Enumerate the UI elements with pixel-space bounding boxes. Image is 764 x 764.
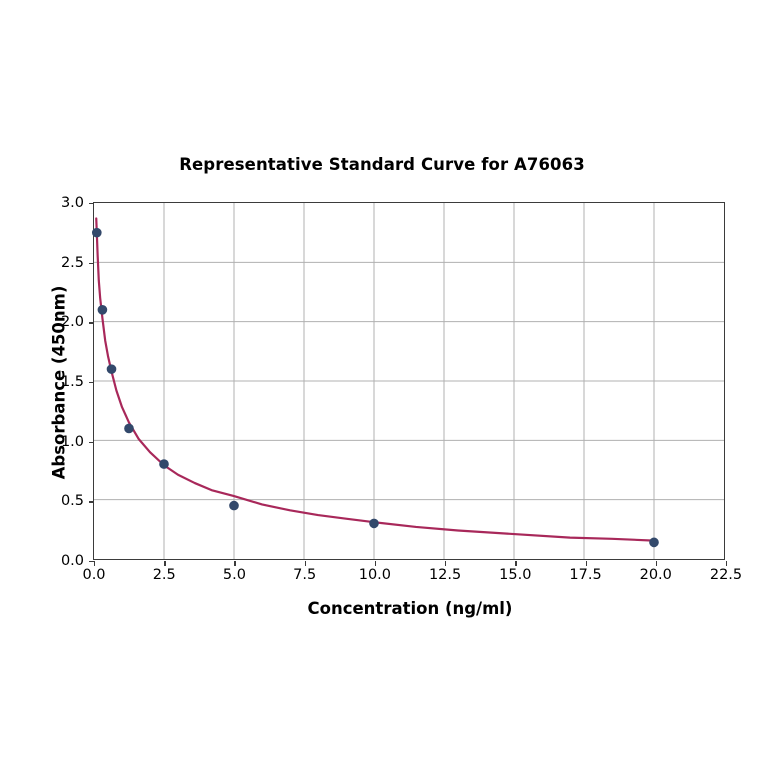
x-tick-mark xyxy=(445,561,447,566)
x-tick-mark xyxy=(655,561,658,566)
x-tick-label: 17.5 xyxy=(569,567,602,583)
y-tick-mark xyxy=(89,203,94,205)
y-tick-label: 1.0 xyxy=(60,433,84,450)
x-tick-mark xyxy=(585,561,587,566)
y-tick-label: 2.5 xyxy=(60,254,84,271)
chart-title: Representative Standard Curve for A76063 xyxy=(179,155,585,174)
y-tick-mark xyxy=(89,561,94,563)
y-tick-label: 3.0 xyxy=(60,195,84,211)
y-tick-label: 0.0 xyxy=(60,553,84,569)
x-tick-mark xyxy=(374,561,377,566)
x-tick-mark xyxy=(94,561,96,566)
x-tick-label: 15.0 xyxy=(499,567,532,583)
x-tick-mark xyxy=(164,561,166,566)
x-axis-label: Concentration (ng/ml) xyxy=(307,599,513,618)
x-tick-label: 0.0 xyxy=(82,567,106,583)
data-point xyxy=(649,537,659,548)
data-point xyxy=(369,518,379,529)
x-tick-label: 5.0 xyxy=(222,567,246,583)
x-tick-mark xyxy=(304,561,306,566)
y-tick-mark xyxy=(89,382,94,384)
x-tick-label: 22.5 xyxy=(709,567,743,583)
y-tick-mark xyxy=(89,262,94,264)
data-point xyxy=(159,459,169,469)
grid-lines xyxy=(94,203,724,559)
x-tick-label: 20.0 xyxy=(639,567,672,583)
plot-area: Absorbance (450nm) Concentration (ng/ml)… xyxy=(50,195,743,618)
x-tick-mark xyxy=(234,561,236,566)
x-tick-label: 12.5 xyxy=(428,567,462,583)
data-point xyxy=(106,364,117,374)
y-tick-mark xyxy=(89,501,94,503)
data-layer xyxy=(91,217,659,548)
data-point xyxy=(97,304,108,315)
x-tick-label: 7.5 xyxy=(293,567,317,583)
data-point xyxy=(124,423,134,434)
y-tick-mark xyxy=(89,441,94,443)
x-tick-mark xyxy=(726,561,728,566)
y-tick-label: 0.5 xyxy=(60,493,84,510)
data-point xyxy=(229,500,239,511)
x-tick-label: 10.0 xyxy=(358,567,392,583)
fitted-curve xyxy=(95,217,656,542)
y-tick-label: 1.5 xyxy=(60,374,84,390)
x-tick-label: 2.5 xyxy=(152,567,176,583)
y-tick-label: 2.0 xyxy=(60,314,84,331)
y-tick-mark xyxy=(89,322,94,324)
x-tick-mark xyxy=(515,561,517,566)
data-point xyxy=(91,227,102,238)
